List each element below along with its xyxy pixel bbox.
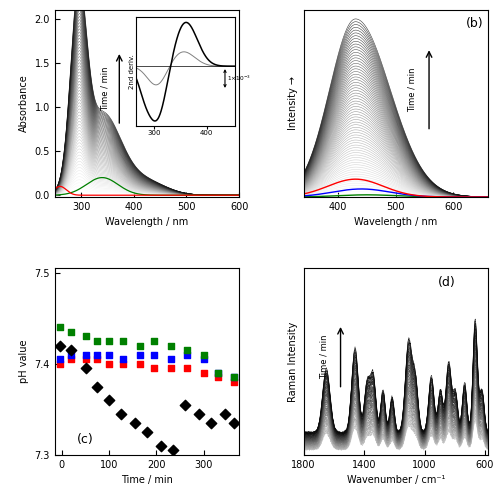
Point <box>82 364 90 372</box>
Point <box>105 396 113 404</box>
Point <box>93 355 101 363</box>
Point <box>231 374 239 382</box>
X-axis label: Wavenumber / cm⁻¹: Wavenumber / cm⁻¹ <box>347 476 445 486</box>
Point <box>55 342 63 349</box>
Point <box>150 337 158 345</box>
Point <box>221 410 229 418</box>
X-axis label: Wavelength / nm: Wavelength / nm <box>354 218 437 228</box>
Point <box>82 355 90 363</box>
Point <box>55 360 63 368</box>
Point <box>214 369 222 377</box>
Text: Time / min: Time / min <box>100 66 109 111</box>
Point <box>167 342 175 349</box>
Point <box>93 337 101 345</box>
Point <box>136 342 144 349</box>
Point <box>195 410 203 418</box>
Point <box>231 419 239 427</box>
Point <box>55 355 63 363</box>
Point <box>67 350 75 358</box>
Y-axis label: Intensity →: Intensity → <box>288 76 298 130</box>
Point <box>214 369 222 377</box>
Point <box>207 419 215 427</box>
Point <box>117 410 125 418</box>
Y-axis label: Absorbance: Absorbance <box>19 74 29 132</box>
Point <box>157 442 165 450</box>
X-axis label: Time / min: Time / min <box>121 476 173 486</box>
Text: (a): (a) <box>207 23 224 36</box>
Point <box>93 350 101 358</box>
Point <box>200 355 208 363</box>
X-axis label: Wavelength / nm: Wavelength / nm <box>106 218 189 228</box>
Y-axis label: pH value: pH value <box>19 340 29 384</box>
Point <box>183 364 191 372</box>
Point <box>169 446 177 454</box>
Point <box>120 355 127 363</box>
Point <box>231 374 239 382</box>
Point <box>167 355 175 363</box>
Point <box>167 364 175 372</box>
Point <box>181 401 189 409</box>
Point <box>67 346 75 354</box>
Point <box>200 369 208 377</box>
Point <box>120 360 127 368</box>
Point <box>55 324 63 332</box>
Point <box>105 350 113 358</box>
Text: Time / min: Time / min <box>319 334 329 379</box>
Point <box>231 378 239 386</box>
Point <box>82 332 90 340</box>
Point <box>93 382 101 390</box>
Point <box>143 428 151 436</box>
Point <box>82 350 90 358</box>
Point <box>120 337 127 345</box>
Point <box>183 346 191 354</box>
Point <box>150 350 158 358</box>
Text: (b): (b) <box>466 18 484 30</box>
Point <box>214 374 222 382</box>
Point <box>200 350 208 358</box>
Y-axis label: Raman Intensity: Raman Intensity <box>288 322 298 402</box>
Text: (c): (c) <box>77 432 94 446</box>
Point <box>105 360 113 368</box>
Point <box>67 355 75 363</box>
Point <box>67 328 75 336</box>
Text: (d): (d) <box>438 276 456 288</box>
Point <box>131 419 139 427</box>
Point <box>105 337 113 345</box>
Point <box>150 364 158 372</box>
Text: Time / min: Time / min <box>408 67 417 112</box>
Point <box>136 350 144 358</box>
Point <box>136 360 144 368</box>
Point <box>183 350 191 358</box>
